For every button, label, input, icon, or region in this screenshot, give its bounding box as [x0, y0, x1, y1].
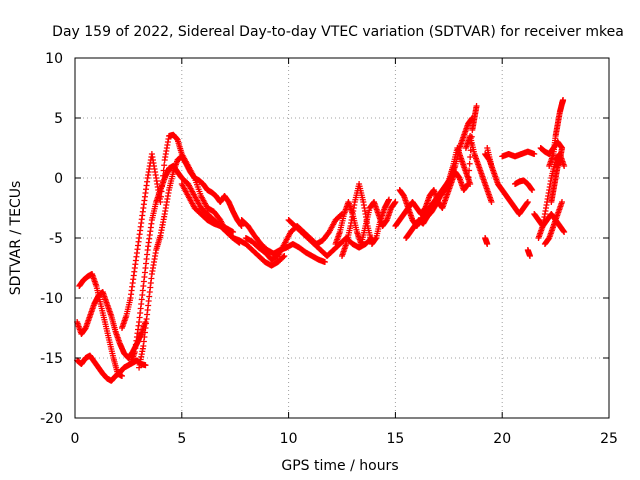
data-point [118, 373, 125, 379]
y-tick-label: -15 [40, 351, 63, 367]
data-point [559, 145, 566, 151]
axis-ticks [74, 57, 610, 419]
data-point [526, 253, 533, 259]
y-tick-label: 0 [54, 171, 63, 187]
y-axis-label: SDTVAR / TECUs [8, 181, 24, 296]
data-point [142, 362, 149, 369]
y-tick-label: -10 [40, 291, 63, 307]
data-point [238, 223, 245, 229]
y-tick-label: 10 [45, 51, 63, 67]
x-tick-label: 15 [386, 431, 404, 447]
data-point [561, 229, 568, 235]
y-tick-label: 5 [54, 111, 63, 127]
data-point [161, 162, 168, 169]
data-point [467, 181, 474, 187]
data-point [473, 103, 480, 109]
data-point [561, 163, 568, 169]
data-point [488, 163, 495, 169]
data-point [467, 154, 474, 160]
data-point [529, 187, 536, 193]
tick-labels: 0 5 10 15 20 25 -20 -15 -10 -5 0 5 10 [40, 51, 618, 447]
data-point [281, 253, 288, 259]
data-point [280, 253, 287, 260]
x-tick-label: 20 [493, 431, 511, 447]
y-tick-label: -20 [40, 411, 63, 427]
data-point [488, 199, 495, 205]
data-point [466, 160, 473, 167]
data-point [321, 259, 328, 265]
data-point [559, 199, 566, 205]
data-point [560, 97, 567, 103]
data-point [230, 229, 237, 235]
x-axis-label: GPS time / hours [281, 458, 398, 474]
data-point [531, 151, 538, 157]
data-point [524, 199, 531, 205]
x-tick-label: 0 [71, 431, 80, 447]
data-point [484, 241, 491, 247]
data-point [392, 199, 399, 205]
y-tick-label: -5 [49, 231, 63, 247]
data-point [385, 196, 392, 203]
data-points [74, 97, 568, 384]
x-tick-label: 25 [600, 431, 618, 447]
x-tick-label: 5 [177, 431, 186, 447]
chart-title: Day 159 of 2022, Sidereal Day-to-day VTE… [52, 24, 624, 40]
x-tick-label: 10 [280, 431, 298, 447]
